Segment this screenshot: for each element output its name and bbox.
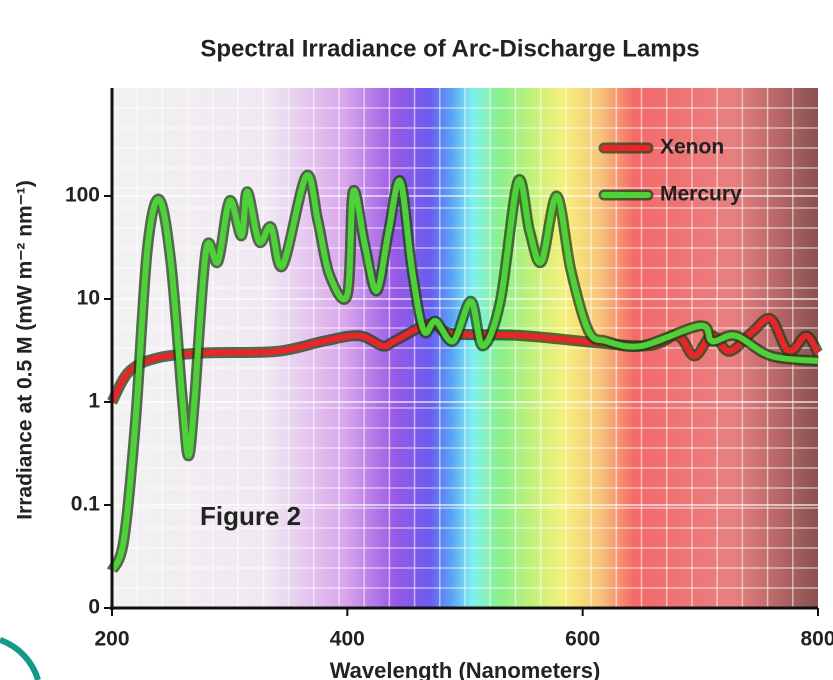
lines [106,169,823,574]
y-tick-label: 100 [65,184,100,207]
x-tick-label: 600 [565,628,600,651]
minor-grid [112,88,818,608]
x-axis-label: Wavelength (Nanometers) [330,658,601,680]
chart-title: Spectral Irradiance of Arc-Discharge Lam… [200,35,699,62]
y-tick-label: 1 [88,390,100,413]
x-tick-label: 200 [94,628,129,651]
legend-label: Xenon [660,136,724,159]
decoration-arc [0,637,41,680]
x-tick-label: 400 [330,628,365,651]
series-line [109,172,819,573]
legend-label: Mercury [660,183,742,206]
annotation: Figure 2 [200,501,301,531]
x-tick-label: 800 [800,628,833,651]
y-axis-label: Irradiance at 0.5 M (mW m⁻² nm⁻¹) [14,180,37,520]
y-tick-label: 10 [77,287,100,310]
y-tick-label: 0.1 [71,493,101,516]
y-tick-label: 0 [88,596,100,619]
